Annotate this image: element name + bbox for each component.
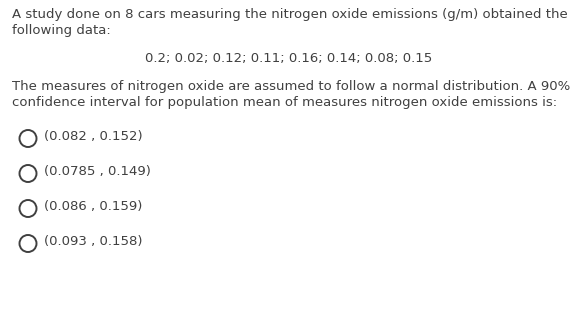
Text: confidence interval for population mean of measures nitrogen oxide emissions is:: confidence interval for population mean …: [12, 96, 557, 109]
Text: (0.086 , 0.159): (0.086 , 0.159): [45, 200, 143, 213]
Text: (0.082 , 0.152): (0.082 , 0.152): [45, 130, 143, 143]
Text: 0.2; 0.02; 0.12; 0.11; 0.16; 0.14; 0.08; 0.15: 0.2; 0.02; 0.12; 0.11; 0.16; 0.14; 0.08;…: [145, 52, 433, 65]
Text: The measures of nitrogen oxide are assumed to follow a normal distribution. A 90: The measures of nitrogen oxide are assum…: [12, 80, 570, 93]
Text: (0.0785 , 0.149): (0.0785 , 0.149): [45, 165, 151, 178]
Text: (0.093 , 0.158): (0.093 , 0.158): [45, 235, 143, 248]
Text: following data:: following data:: [12, 24, 111, 37]
Text: A study done on 8 cars measuring the nitrogen oxide emissions (g/m) obtained the: A study done on 8 cars measuring the nit…: [12, 8, 568, 21]
